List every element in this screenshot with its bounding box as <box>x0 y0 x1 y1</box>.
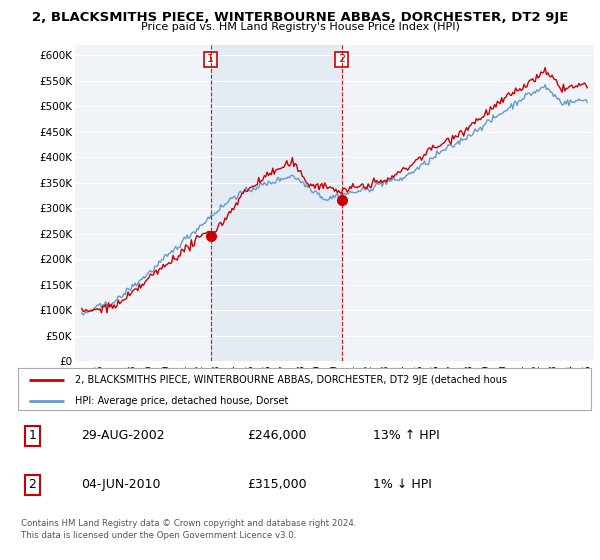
Text: 2, BLACKSMITHS PIECE, WINTERBOURNE ABBAS, DORCHESTER, DT2 9JE (detached hous: 2, BLACKSMITHS PIECE, WINTERBOURNE ABBAS… <box>76 375 508 385</box>
Text: 1% ↓ HPI: 1% ↓ HPI <box>373 478 432 492</box>
Text: £315,000: £315,000 <box>247 478 307 492</box>
Text: £246,000: £246,000 <box>247 430 307 442</box>
Text: 1: 1 <box>28 430 36 442</box>
Text: 2: 2 <box>28 478 36 492</box>
Text: 13% ↑ HPI: 13% ↑ HPI <box>373 430 440 442</box>
Bar <box>211 45 341 361</box>
Text: HPI: Average price, detached house, Dorset: HPI: Average price, detached house, Dors… <box>76 396 289 405</box>
Text: 1: 1 <box>207 54 214 64</box>
Text: 04-JUN-2010: 04-JUN-2010 <box>81 478 161 492</box>
Text: 29-AUG-2002: 29-AUG-2002 <box>81 430 164 442</box>
Text: Price paid vs. HM Land Registry's House Price Index (HPI): Price paid vs. HM Land Registry's House … <box>140 22 460 32</box>
Text: Contains HM Land Registry data © Crown copyright and database right 2024.: Contains HM Land Registry data © Crown c… <box>21 519 356 528</box>
Text: This data is licensed under the Open Government Licence v3.0.: This data is licensed under the Open Gov… <box>21 531 296 540</box>
Text: 2, BLACKSMITHS PIECE, WINTERBOURNE ABBAS, DORCHESTER, DT2 9JE: 2, BLACKSMITHS PIECE, WINTERBOURNE ABBAS… <box>32 11 568 24</box>
Text: 2: 2 <box>338 54 345 64</box>
